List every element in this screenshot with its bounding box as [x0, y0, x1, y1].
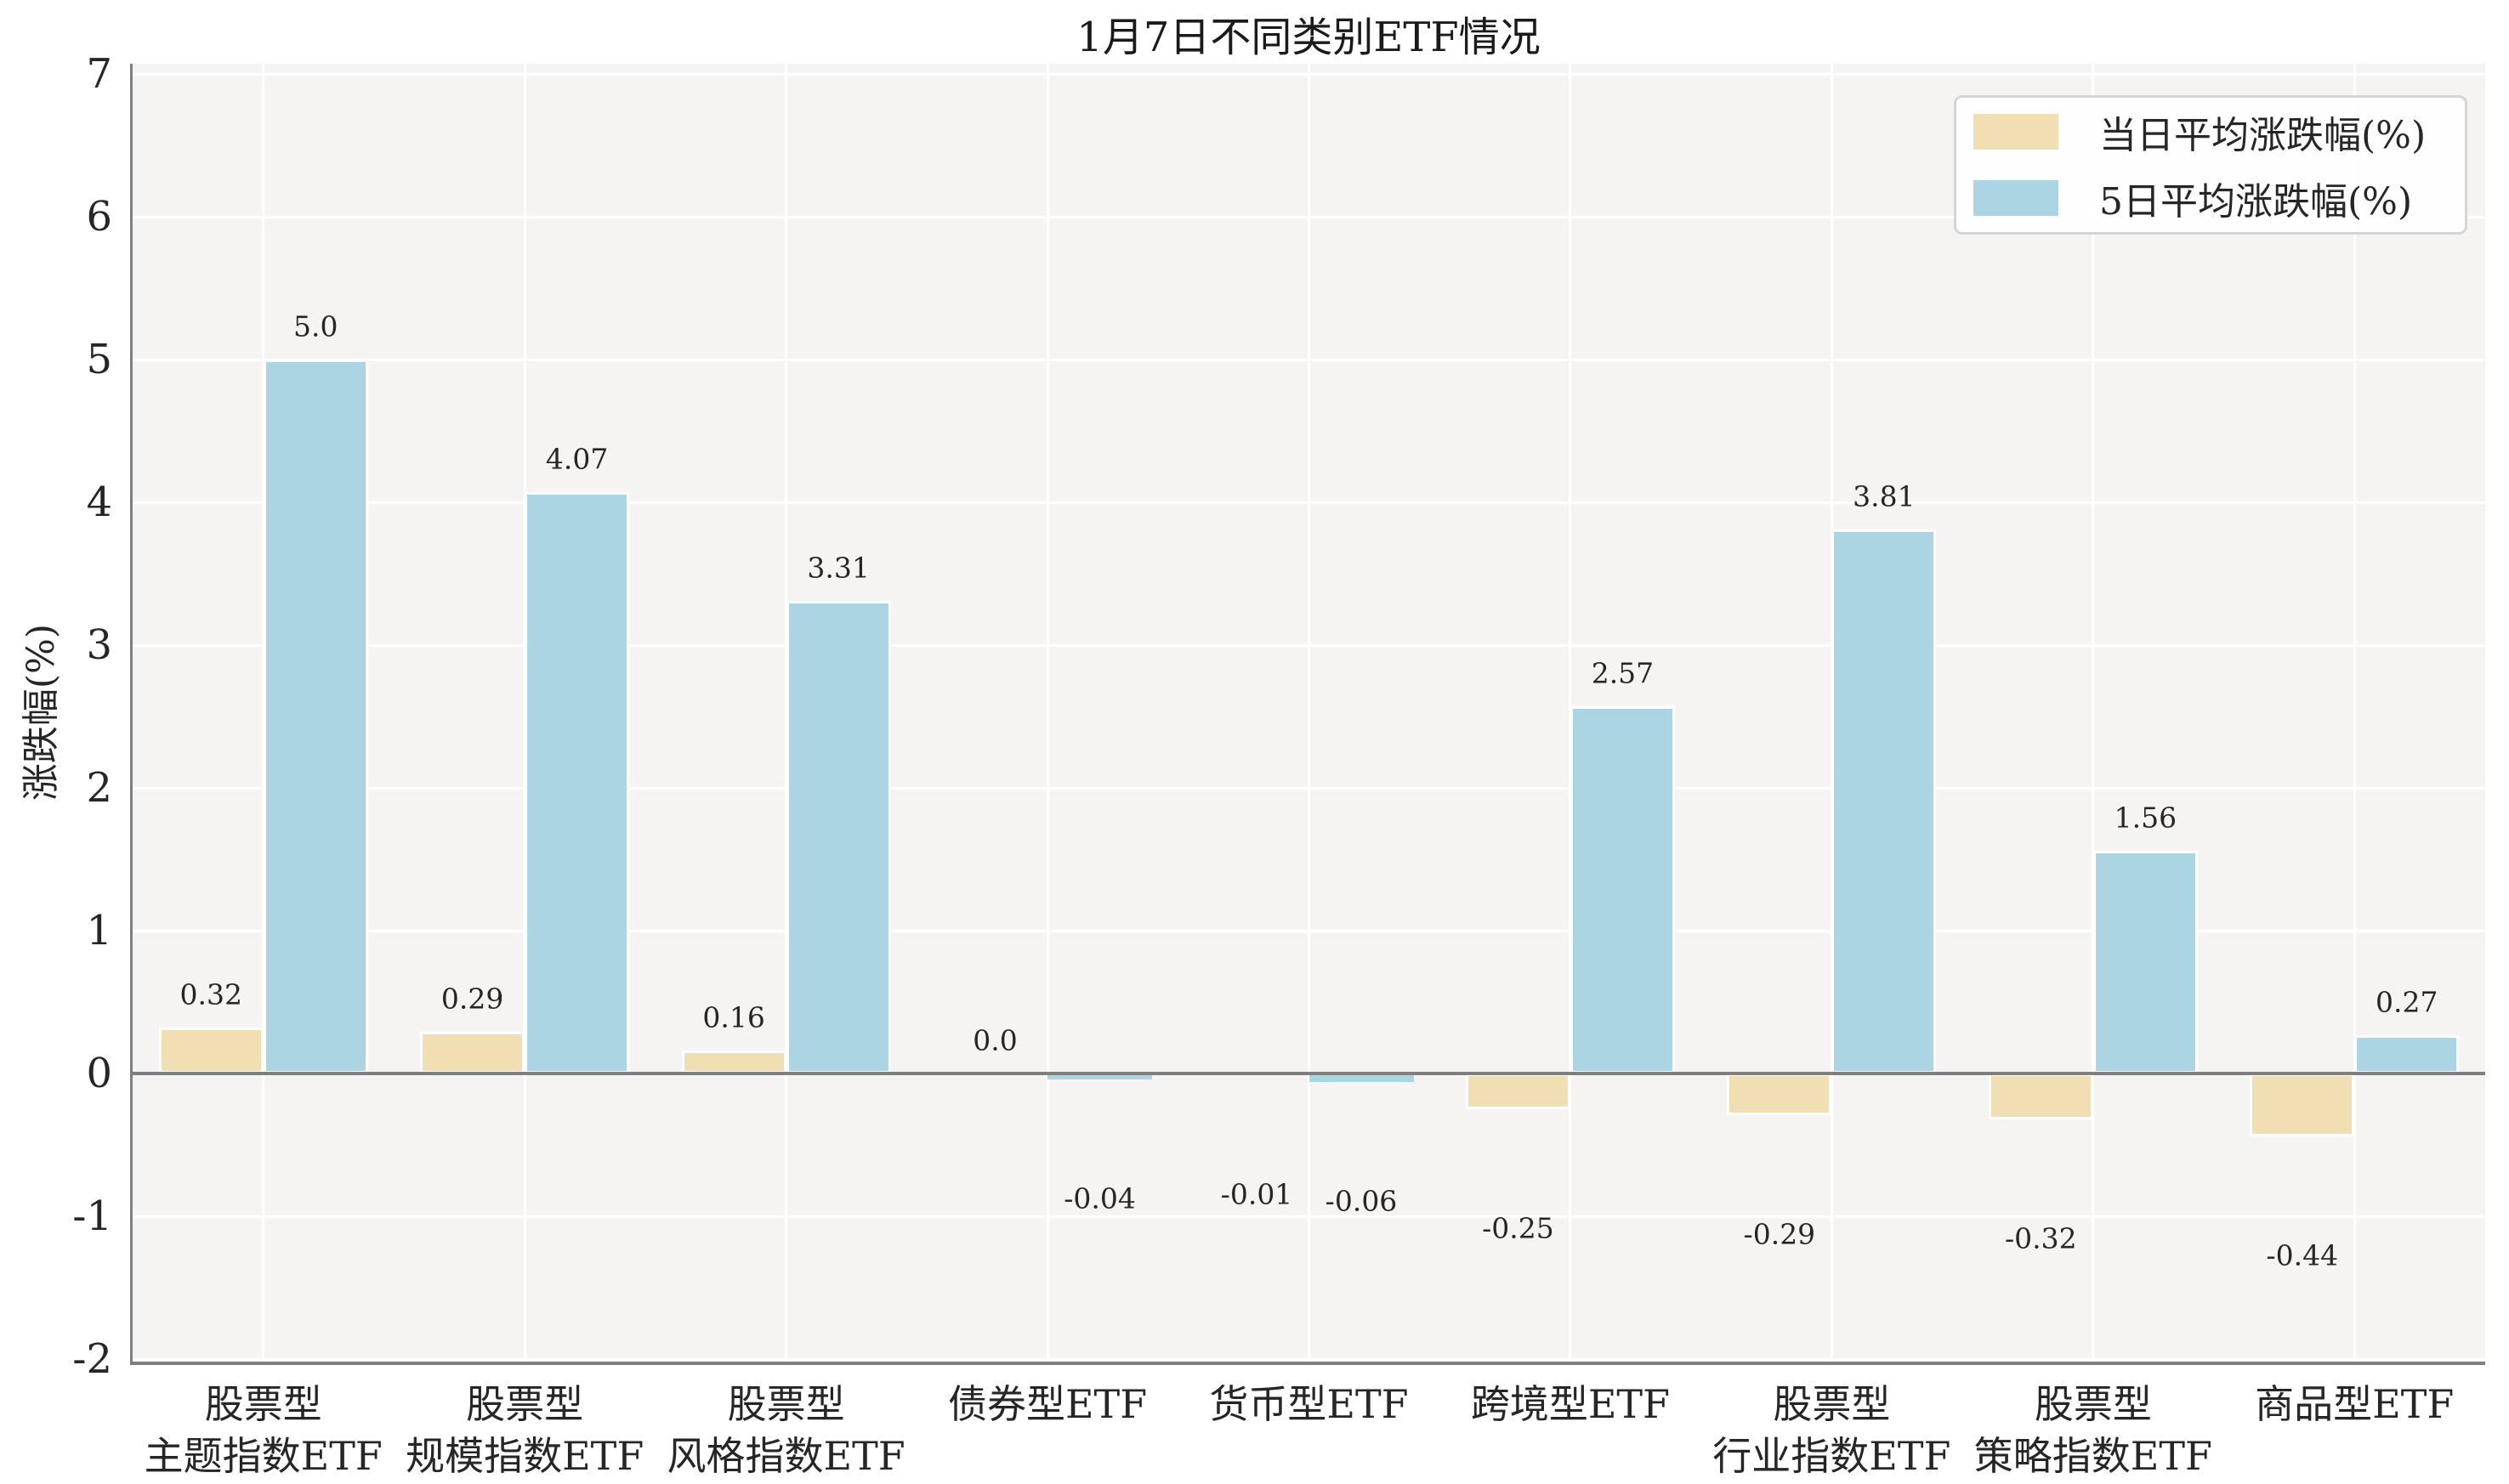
y-tick-label: 6: [86, 193, 112, 241]
bar-day: [1465, 1073, 1570, 1109]
x-tick-label: 股票型 策略指数ETF: [1973, 1381, 2212, 1479]
bar-value-label: 2.57: [1591, 656, 1655, 690]
bar-day: [681, 1051, 786, 1073]
bar-value-label: 0.0: [973, 1023, 1018, 1057]
bar-value-label: -0.06: [1325, 1184, 1398, 1218]
bar-day: [158, 1028, 264, 1073]
grid-line-vertical: [2092, 64, 2095, 1362]
bar-value-label: 0.27: [2376, 985, 2438, 1019]
y-tick-label: 2: [86, 764, 112, 812]
bar-value-label: 5.0: [292, 309, 338, 343]
y-tick-label: 7: [86, 50, 112, 98]
bar-value-label: 1.56: [2114, 801, 2177, 835]
chart-title: 1月7日不同类别ETF情况: [1076, 14, 1541, 61]
bar-5day: [1831, 529, 1937, 1073]
grid-line-vertical: [1308, 64, 1310, 1362]
x-tick-label: 股票型 主题指数ETF: [144, 1381, 383, 1479]
bar-value-label: 3.31: [807, 551, 870, 585]
x-tick-label: 股票型 规模指数ETF: [406, 1381, 644, 1479]
bar-5day: [1308, 1073, 1414, 1083]
bar-5day: [1570, 706, 1675, 1073]
y-tick-label: -1: [72, 1192, 112, 1240]
bar-value-label: 0.16: [702, 1000, 765, 1034]
legend-label: 当日平均涨跌幅(%): [2099, 114, 2427, 157]
bar-value-label: -0.32: [2005, 1221, 2077, 1255]
bar-day: [420, 1032, 525, 1073]
bar-value-label: -0.01: [1220, 1177, 1293, 1211]
x-tick-label: 股票型 风格指数ETF: [667, 1381, 905, 1479]
bar-value-label: 3.81: [1853, 479, 1916, 513]
legend-swatch: [1973, 114, 2058, 150]
bar-day: [1988, 1073, 2093, 1119]
bar-value-label: -0.29: [1743, 1217, 1816, 1251]
bar-5day: [525, 492, 630, 1073]
y-tick-label: 0: [86, 1050, 112, 1097]
legend-entry: 5日平均涨跌幅(%): [1973, 171, 2448, 225]
bar-5day: [2354, 1034, 2460, 1073]
grid-line-vertical: [2353, 64, 2356, 1362]
x-tick-label: 债券型ETF: [947, 1381, 1148, 1427]
y-tick-label: 1: [86, 907, 112, 954]
bar-value-label: 0.29: [440, 982, 504, 1016]
x-tick-label: 商品型ETF: [2255, 1381, 2455, 1427]
y-tick-label: 5: [86, 336, 112, 383]
bar-value-label: 0.32: [179, 977, 242, 1011]
legend-label: 5日平均涨跌幅(%): [2099, 180, 2413, 224]
bar-5day: [786, 600, 891, 1073]
legend-swatch: [1973, 180, 2058, 216]
bar-day: [2250, 1073, 2355, 1136]
bar-5day: [2092, 850, 2198, 1073]
x-tick-label: 跨境型ETF: [1470, 1381, 1671, 1427]
bar-5day: [263, 360, 368, 1073]
y-tick-label: 3: [86, 621, 112, 669]
y-axis-spine: [130, 64, 133, 1363]
y-tick-label: 4: [86, 479, 112, 526]
zero-line: [133, 1072, 2485, 1075]
bar-value-label: 4.07: [545, 442, 609, 476]
bar-5day: [1047, 1073, 1153, 1079]
y-tick-label: -2: [72, 1335, 112, 1383]
legend: 当日平均涨跌幅(%) 5日平均涨跌幅(%): [1954, 95, 2467, 235]
x-tick-label: 货币型ETF: [1209, 1381, 1409, 1427]
bar-value-label: -0.44: [2266, 1238, 2339, 1272]
x-axis-spine: [130, 1362, 2485, 1365]
plot-area: 0.32 0.29 0.16 0.0 -0.01 -0.25 -0.29 -0.32 -0.44…: [133, 64, 2485, 1362]
grid-line-vertical: [1046, 64, 1049, 1362]
bar-value-label: -0.04: [1064, 1181, 1136, 1215]
legend-entry: 当日平均涨跌幅(%): [1973, 105, 2448, 159]
x-tick-label: 股票型 行业指数ETF: [1712, 1381, 1951, 1479]
bar-day: [1727, 1073, 1832, 1115]
bar-value-label: -0.25: [1482, 1211, 1554, 1245]
